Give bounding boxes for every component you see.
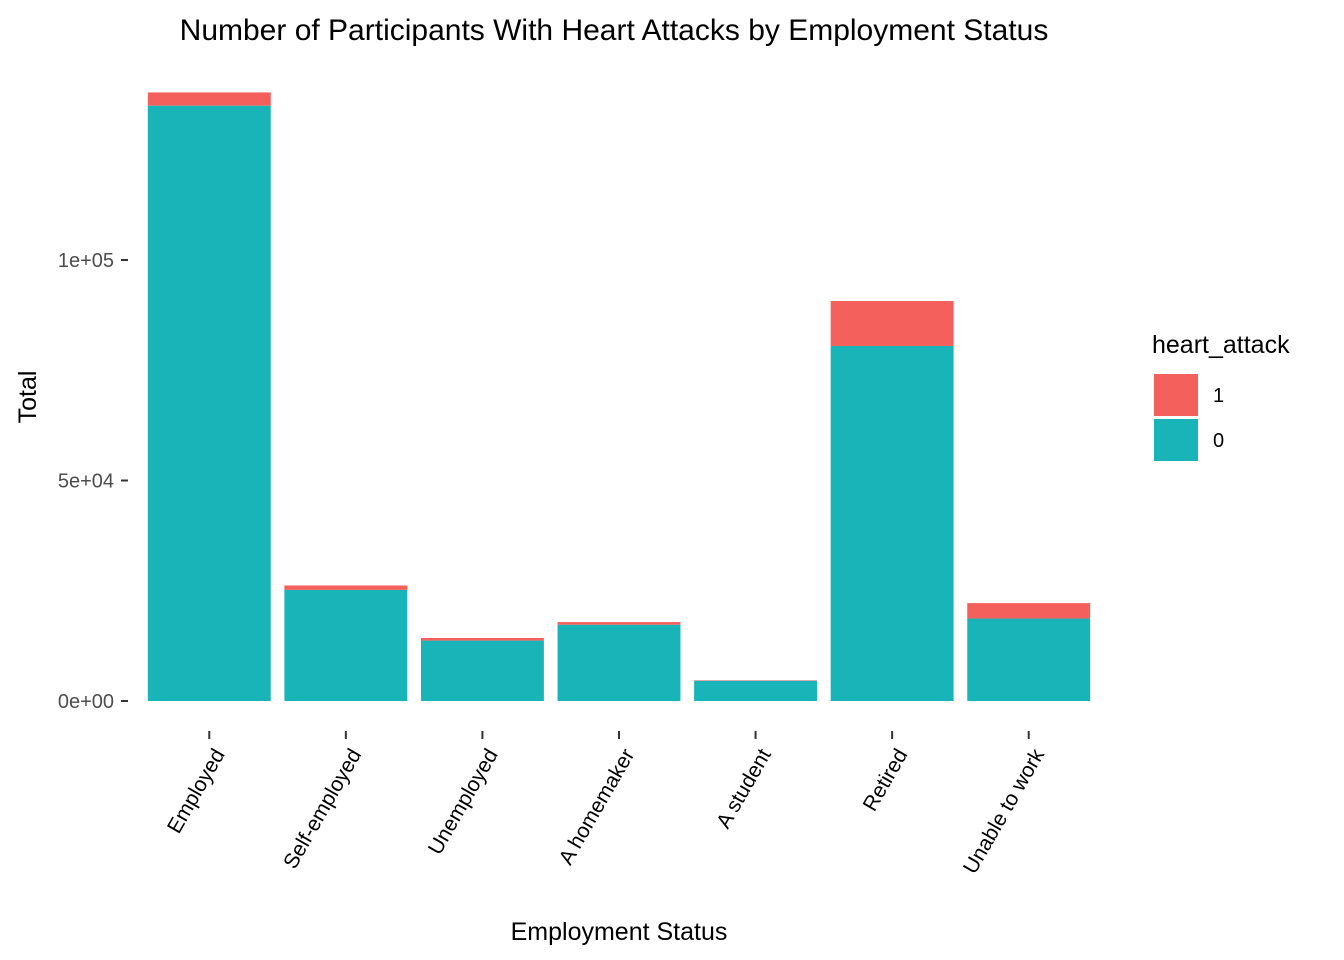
- y-axis: 0e+00 5e+04 1e+05: [58, 250, 128, 713]
- legend-label-0: 0: [1213, 430, 1224, 452]
- bars-group: [147, 92, 1091, 701]
- bar-unable-to-work-series-0: [967, 618, 1091, 701]
- bar-employed-series-1: [147, 92, 271, 106]
- bar-unemployed-series-1: [420, 637, 544, 641]
- x-tick-label: Unemployed: [424, 745, 503, 859]
- bar-retired-series-0: [830, 346, 954, 701]
- bar-a-homemaker-series-0: [557, 624, 681, 701]
- bar-a-homemaker-series-1: [557, 622, 681, 625]
- legend-swatch-0: [1154, 419, 1198, 461]
- y-axis-title: Total: [14, 371, 42, 424]
- x-tick-label: A student: [712, 745, 776, 832]
- legend: heart_attack 10: [1152, 331, 1290, 461]
- bar-unemployed-series-0: [420, 640, 544, 701]
- x-tick-label: Retired: [859, 745, 913, 815]
- x-tick-label: Employed: [163, 745, 230, 837]
- bar-retired-series-1: [830, 301, 954, 346]
- x-axis-title: Employment Status: [511, 918, 728, 946]
- bar-unable-to-work-series-1: [967, 603, 1091, 619]
- legend-entries: 10: [1154, 374, 1224, 461]
- x-tick-label: Unable to work: [959, 745, 1049, 878]
- bar-employed-series-0: [147, 105, 271, 701]
- y-tick-label: 0e+00: [58, 691, 114, 713]
- legend-title: heart_attack: [1152, 331, 1290, 359]
- legend-label-1: 1: [1213, 385, 1224, 407]
- bar-a-student-series-0: [694, 680, 818, 701]
- y-tick-label: 5e+04: [58, 471, 114, 493]
- bar-self-employed-series-1: [284, 585, 408, 590]
- x-tick-label: A homemaker: [555, 745, 640, 869]
- x-tick-label: Self-employed: [279, 745, 366, 873]
- y-tick-label: 1e+05: [58, 250, 114, 272]
- legend-swatch-1: [1154, 374, 1198, 416]
- x-axis: Employed Self-employed Unemployed A homemak…: [163, 731, 1049, 878]
- bar-self-employed-series-0: [284, 589, 408, 701]
- chart-title: Number of Participants With Heart Attack…: [180, 14, 1049, 47]
